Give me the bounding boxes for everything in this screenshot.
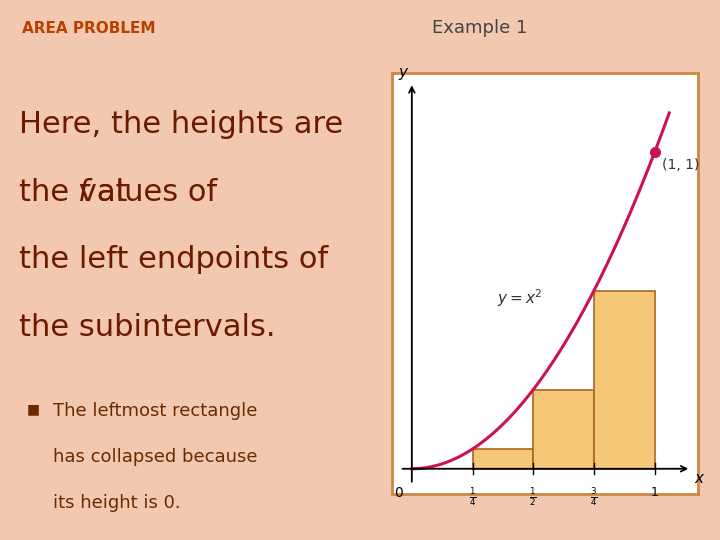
Text: Here, the heights are: Here, the heights are [19,110,343,139]
Text: Example 1: Example 1 [432,19,527,37]
Text: at: at [86,178,127,206]
Text: 0: 0 [394,486,403,500]
Text: has collapsed because: has collapsed because [53,448,258,466]
Bar [472,449,534,469]
Text: ■: ■ [27,402,40,416]
Text: $y$: $y$ [397,66,409,83]
Text: $\frac{1}{4}$: $\frac{1}{4}$ [469,486,477,508]
Bar [594,291,654,469]
Text: its height is 0.: its height is 0. [53,494,181,512]
Text: $y = x^2$: $y = x^2$ [497,287,542,309]
Text: The leftmost rectangle: The leftmost rectangle [53,402,258,420]
Text: (1, 1): (1, 1) [662,158,699,172]
Text: the left endpoints of: the left endpoints of [19,245,328,274]
Text: the values of: the values of [19,178,227,206]
Text: $1$: $1$ [650,486,659,499]
Text: $\frac{3}{4}$: $\frac{3}{4}$ [590,486,598,508]
Text: the subintervals.: the subintervals. [19,313,276,342]
Text: AREA PROBLEM: AREA PROBLEM [22,21,155,36]
Text: $x$: $x$ [693,471,705,486]
Text: f: f [78,178,89,206]
Text: $\frac{1}{2}$: $\frac{1}{2}$ [529,486,537,508]
Bar [534,389,594,469]
